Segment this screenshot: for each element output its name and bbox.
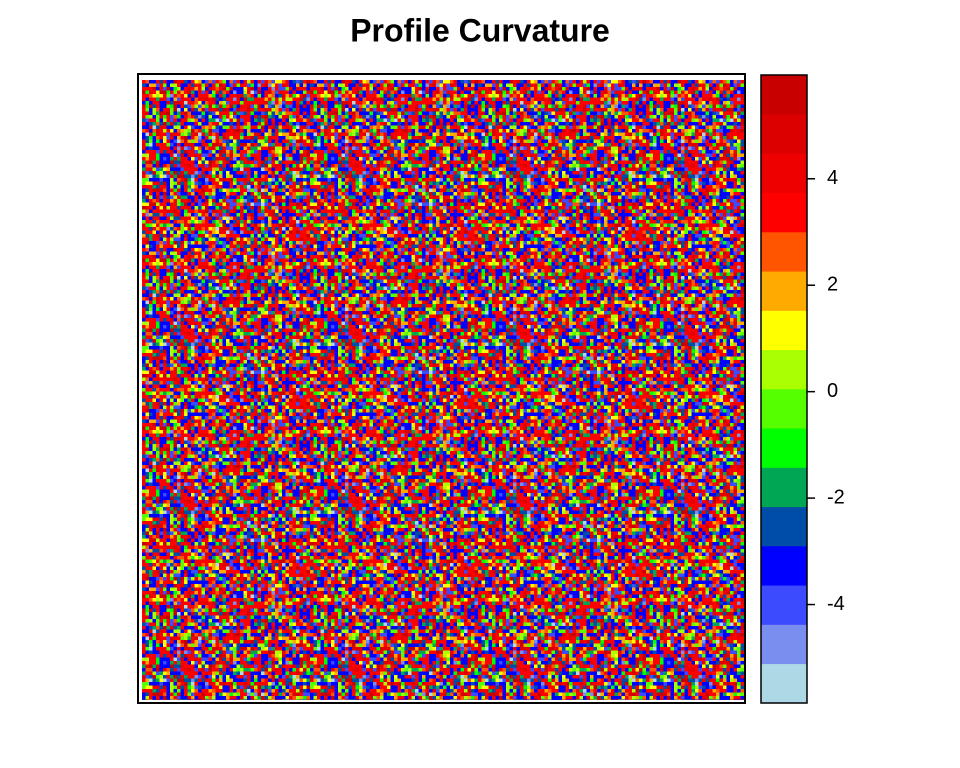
- colorbar-bin: [761, 389, 807, 429]
- colorbar-bin: [761, 232, 807, 272]
- raster-image: [142, 80, 744, 700]
- colorbar-bin: [761, 624, 807, 665]
- colorbar-bin: [761, 506, 807, 547]
- colorbar-bin: [761, 585, 807, 625]
- colorbar-bin: [761, 310, 807, 351]
- colorbar-tick-label: 4: [827, 167, 838, 189]
- colorbar-bin: [761, 114, 807, 154]
- colorbar-bin: [761, 467, 807, 508]
- colorbar-tick-label: 2: [827, 274, 838, 296]
- colorbar-bin: [761, 75, 807, 115]
- colorbar-bin: [761, 271, 807, 311]
- chart-title: Profile Curvature: [350, 12, 610, 48]
- colorbar-bin: [761, 428, 807, 468]
- colorbar-tick-label: -2: [827, 486, 845, 508]
- colorbar-bin: [761, 546, 807, 586]
- colorbar-bin: [761, 663, 807, 704]
- plot-frame: [137, 73, 746, 704]
- colorbar-tick-label: -4: [827, 593, 845, 615]
- colorbar-bin: [761, 192, 807, 233]
- colorbar-bin: [761, 153, 807, 194]
- colorbar-tick-label: 0: [827, 380, 838, 402]
- colorbar-bin: [761, 349, 807, 390]
- colorbar: -4 -2 0 2 4: [760, 74, 845, 704]
- colorbar-frame: [760, 74, 808, 704]
